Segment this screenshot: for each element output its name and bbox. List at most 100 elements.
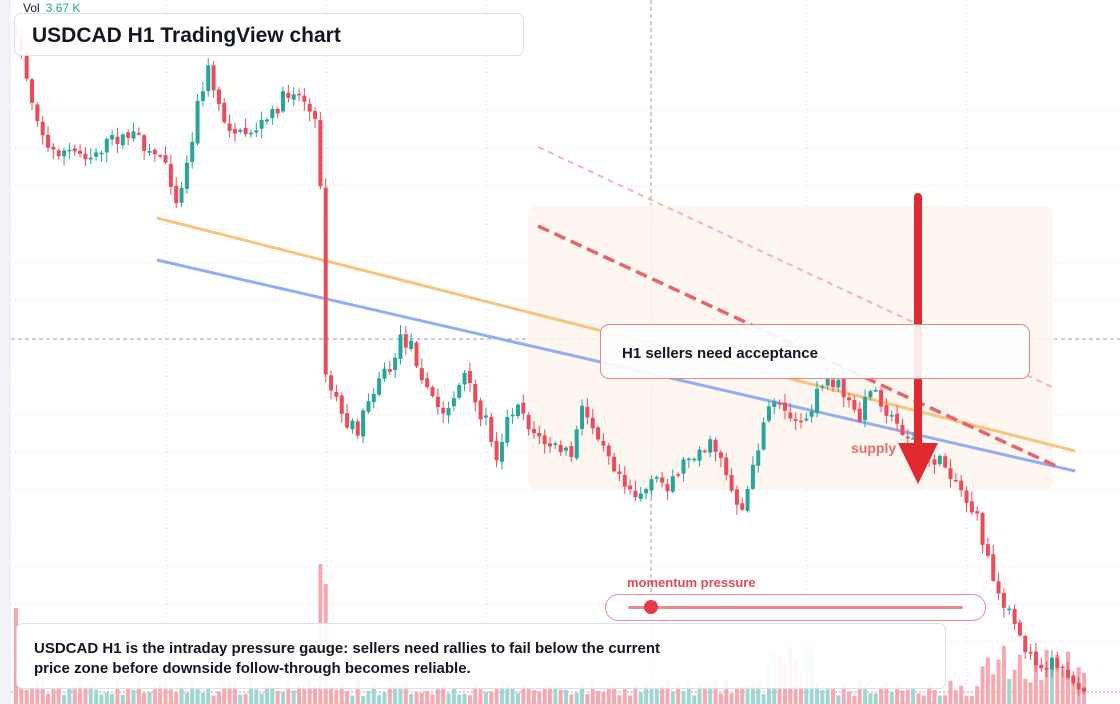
candle xyxy=(985,537,990,558)
candle-body xyxy=(83,153,88,160)
candle xyxy=(302,88,307,111)
candle-body xyxy=(505,416,510,443)
candle xyxy=(1076,676,1081,696)
candle xyxy=(88,148,93,164)
momentum-handle[interactable] xyxy=(644,600,659,614)
volume-bar xyxy=(254,689,259,704)
candle-body xyxy=(905,436,910,439)
candle xyxy=(713,437,718,462)
candle xyxy=(430,385,435,398)
candle-body xyxy=(638,493,643,499)
volume-bar xyxy=(628,695,633,704)
volume-bar xyxy=(499,680,504,704)
candle-body xyxy=(708,439,713,453)
candle-body xyxy=(115,136,120,145)
candle xyxy=(361,408,366,444)
candle-body xyxy=(879,390,884,407)
candle xyxy=(975,506,980,521)
candle-body xyxy=(601,440,606,446)
volume-bar xyxy=(660,686,665,704)
candle-body xyxy=(88,157,93,160)
candle xyxy=(467,362,472,392)
candle-body xyxy=(521,402,526,414)
volume-bar xyxy=(259,693,264,704)
candle xyxy=(441,401,446,424)
volume-bar xyxy=(873,693,878,704)
candle-body xyxy=(702,450,707,453)
volume-bar xyxy=(969,695,974,704)
candle-body xyxy=(515,404,520,417)
volume-bar xyxy=(104,692,109,704)
candle-body xyxy=(1028,651,1033,654)
volume-bar xyxy=(692,695,697,704)
candle xyxy=(216,86,221,112)
candle-body xyxy=(580,405,585,430)
candle xyxy=(51,143,56,159)
volume-bar xyxy=(1028,682,1033,704)
candle-body xyxy=(1049,657,1054,670)
candle-body xyxy=(686,458,691,461)
candle xyxy=(911,432,916,440)
volume-bar xyxy=(750,681,755,704)
volume-bar xyxy=(345,691,350,704)
candle-body xyxy=(724,457,729,476)
candle-body xyxy=(628,485,633,490)
volume-bar xyxy=(46,693,51,704)
candle-body xyxy=(414,342,419,367)
candle xyxy=(313,106,318,129)
candle-body xyxy=(825,378,830,386)
volume-bar xyxy=(863,685,868,704)
candle xyxy=(297,88,302,102)
candle-body xyxy=(243,127,248,135)
volume-bar xyxy=(905,689,910,704)
volume-bar xyxy=(184,692,189,704)
candle xyxy=(558,440,563,457)
candle xyxy=(366,393,371,414)
volume-bar xyxy=(83,687,88,704)
candle-body xyxy=(718,452,723,459)
volume-bar xyxy=(884,680,889,704)
candle-body xyxy=(30,79,35,103)
volume-bar xyxy=(1017,654,1022,704)
candle xyxy=(628,479,633,495)
candle xyxy=(756,443,761,473)
volume-bar xyxy=(681,691,686,704)
volume-bar xyxy=(120,694,125,704)
candle xyxy=(692,457,697,463)
candle xyxy=(654,475,659,483)
candle xyxy=(179,181,184,207)
candle xyxy=(959,475,964,497)
candle xyxy=(681,457,686,482)
candle xyxy=(136,127,141,136)
candle-body xyxy=(980,513,985,545)
volume-bar xyxy=(40,681,45,704)
candle xyxy=(660,471,665,488)
volume-bar xyxy=(1055,654,1060,704)
candle xyxy=(211,61,216,99)
candle xyxy=(419,358,424,384)
volume-bar xyxy=(895,685,900,704)
volume-bar xyxy=(943,695,948,704)
candle xyxy=(227,114,232,138)
summary-text: USDCAD H1 is the intraday pressure gauge… xyxy=(34,640,661,677)
volume-bar xyxy=(996,659,1001,704)
volume-bar xyxy=(435,687,440,704)
volume-bar xyxy=(734,687,739,704)
volume-bar xyxy=(953,690,958,704)
volume-bar xyxy=(756,682,761,704)
volume-bar xyxy=(852,695,857,704)
candle-body xyxy=(264,119,269,122)
volume-bar xyxy=(409,693,414,704)
candle-body xyxy=(323,187,328,375)
momentum-gauge[interactable] xyxy=(605,594,986,621)
candle-body xyxy=(35,104,40,121)
candle-body xyxy=(1023,636,1028,653)
volume-bar xyxy=(35,681,40,704)
candle-body xyxy=(969,501,974,513)
candle-body xyxy=(184,162,189,189)
candle xyxy=(761,417,766,451)
volume-bar xyxy=(110,693,115,704)
volume-bar xyxy=(644,683,649,704)
volume-bar xyxy=(964,695,969,704)
candle xyxy=(734,485,739,515)
